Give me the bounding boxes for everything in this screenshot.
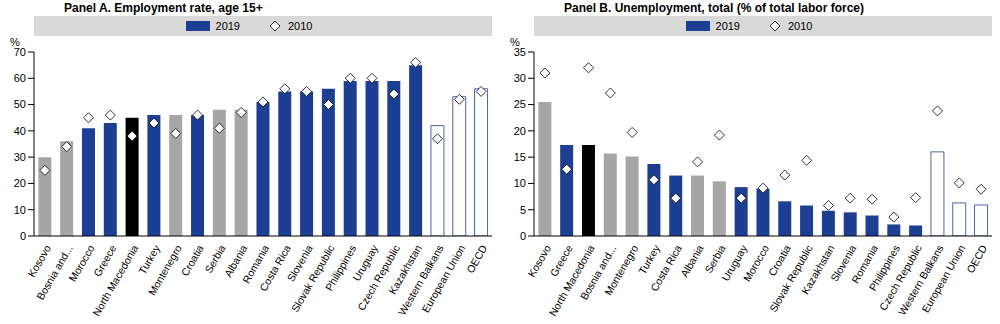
svg-text:Morocco: Morocco: [741, 243, 772, 284]
svg-text:Bosnia and...: Bosnia and...: [577, 242, 619, 302]
svg-text:Montenegro: Montenegro: [146, 243, 184, 298]
svg-text:35: 35: [514, 46, 526, 58]
svg-text:Albania: Albania: [221, 242, 250, 280]
svg-text:50: 50: [14, 98, 26, 110]
svg-text:North Macedonia: North Macedonia: [90, 243, 140, 318]
svg-text:Croatia: Croatia: [765, 242, 793, 279]
html-text:2019: 2019: [215, 20, 240, 32]
svg-text:Czech Republic: Czech Republic: [876, 242, 924, 313]
svg-text:OECD: OECD: [464, 242, 490, 275]
svg-text:Western Balkans: Western Balkans: [395, 242, 446, 318]
svg-text:OECD: OECD: [964, 242, 990, 275]
svg-text:Turkey: Turkey: [635, 242, 663, 277]
svg-text:Turkey: Turkey: [135, 242, 163, 277]
html-text:Panel B. Unemployment, total (: Panel B. Unemployment, total (% of total…: [564, 1, 864, 15]
svg-text:Philippines: Philippines: [866, 242, 902, 293]
svg-text:60: 60: [14, 72, 26, 84]
svg-text:Bosnia and...: Bosnia and...: [33, 242, 75, 302]
svg-text:25: 25: [514, 98, 526, 110]
svg-text:Romania: Romania: [848, 242, 881, 286]
svg-text:10: 10: [14, 204, 26, 216]
svg-text:Kosovo: Kosovo: [25, 242, 54, 280]
svg-text:Uruguay: Uruguay: [350, 242, 381, 284]
svg-text:Greece: Greece: [547, 242, 575, 279]
svg-text:Slovak Republic: Slovak Republic: [288, 242, 337, 314]
svg-text:North Macedonia: North Macedonia: [546, 242, 597, 318]
svg-text:Montenegro: Montenegro: [602, 243, 640, 298]
html-text:2019: 2019: [715, 20, 740, 32]
svg-text:European Union: European Union: [919, 243, 967, 315]
svg-text:0: 0: [520, 230, 526, 242]
html-text:2010: 2010: [788, 20, 813, 32]
svg-text:Czech Republic: Czech Republic: [354, 242, 402, 313]
svg-text:70: 70: [14, 46, 26, 58]
svg-text:European Union: European Union: [419, 243, 467, 315]
svg-text:0: 0: [20, 230, 26, 242]
svg-text:20: 20: [514, 125, 526, 137]
html-text:Panel A. Employment rate, age: Panel A. Employment rate, age 15+: [64, 1, 263, 15]
svg-text:Kazakhstan: Kazakhstan: [799, 243, 837, 297]
svg-text:Kosovo: Kosovo: [525, 242, 554, 280]
svg-text:10: 10: [514, 177, 526, 189]
svg-text:Slovenia: Slovenia: [284, 242, 315, 284]
svg-text:30: 30: [14, 151, 26, 163]
svg-text:15: 15: [514, 151, 526, 163]
svg-text:5: 5: [520, 204, 526, 216]
svg-text:Kazakhstan: Kazakhstan: [386, 242, 424, 297]
svg-text:Western Balkans: Western Balkans: [895, 242, 946, 318]
svg-text:Philippines: Philippines: [323, 243, 359, 293]
svg-text:Serbia: Serbia: [702, 242, 728, 275]
svg-text:20: 20: [14, 177, 26, 189]
svg-text:30: 30: [514, 72, 526, 84]
svg-text:Romania: Romania: [239, 242, 272, 286]
html-text:2010: 2010: [288, 20, 313, 32]
svg-text:Uruguay: Uruguay: [719, 242, 750, 284]
svg-text:Costa Rica: Costa Rica: [257, 243, 293, 294]
svg-text:Morocco: Morocco: [66, 243, 97, 284]
svg-text:Slovenia: Slovenia: [827, 242, 859, 284]
svg-text:40: 40: [14, 125, 26, 137]
svg-text:Greece: Greece: [90, 242, 119, 279]
svg-text:Costa Rica: Costa Rica: [648, 243, 684, 294]
svg-text:Slovak Republic: Slovak Republic: [766, 242, 815, 314]
svg-text:Croatia: Croatia: [178, 243, 205, 278]
svg-text:Serbia: Serbia: [202, 242, 228, 275]
svg-text:Albania: Albania: [678, 243, 706, 279]
